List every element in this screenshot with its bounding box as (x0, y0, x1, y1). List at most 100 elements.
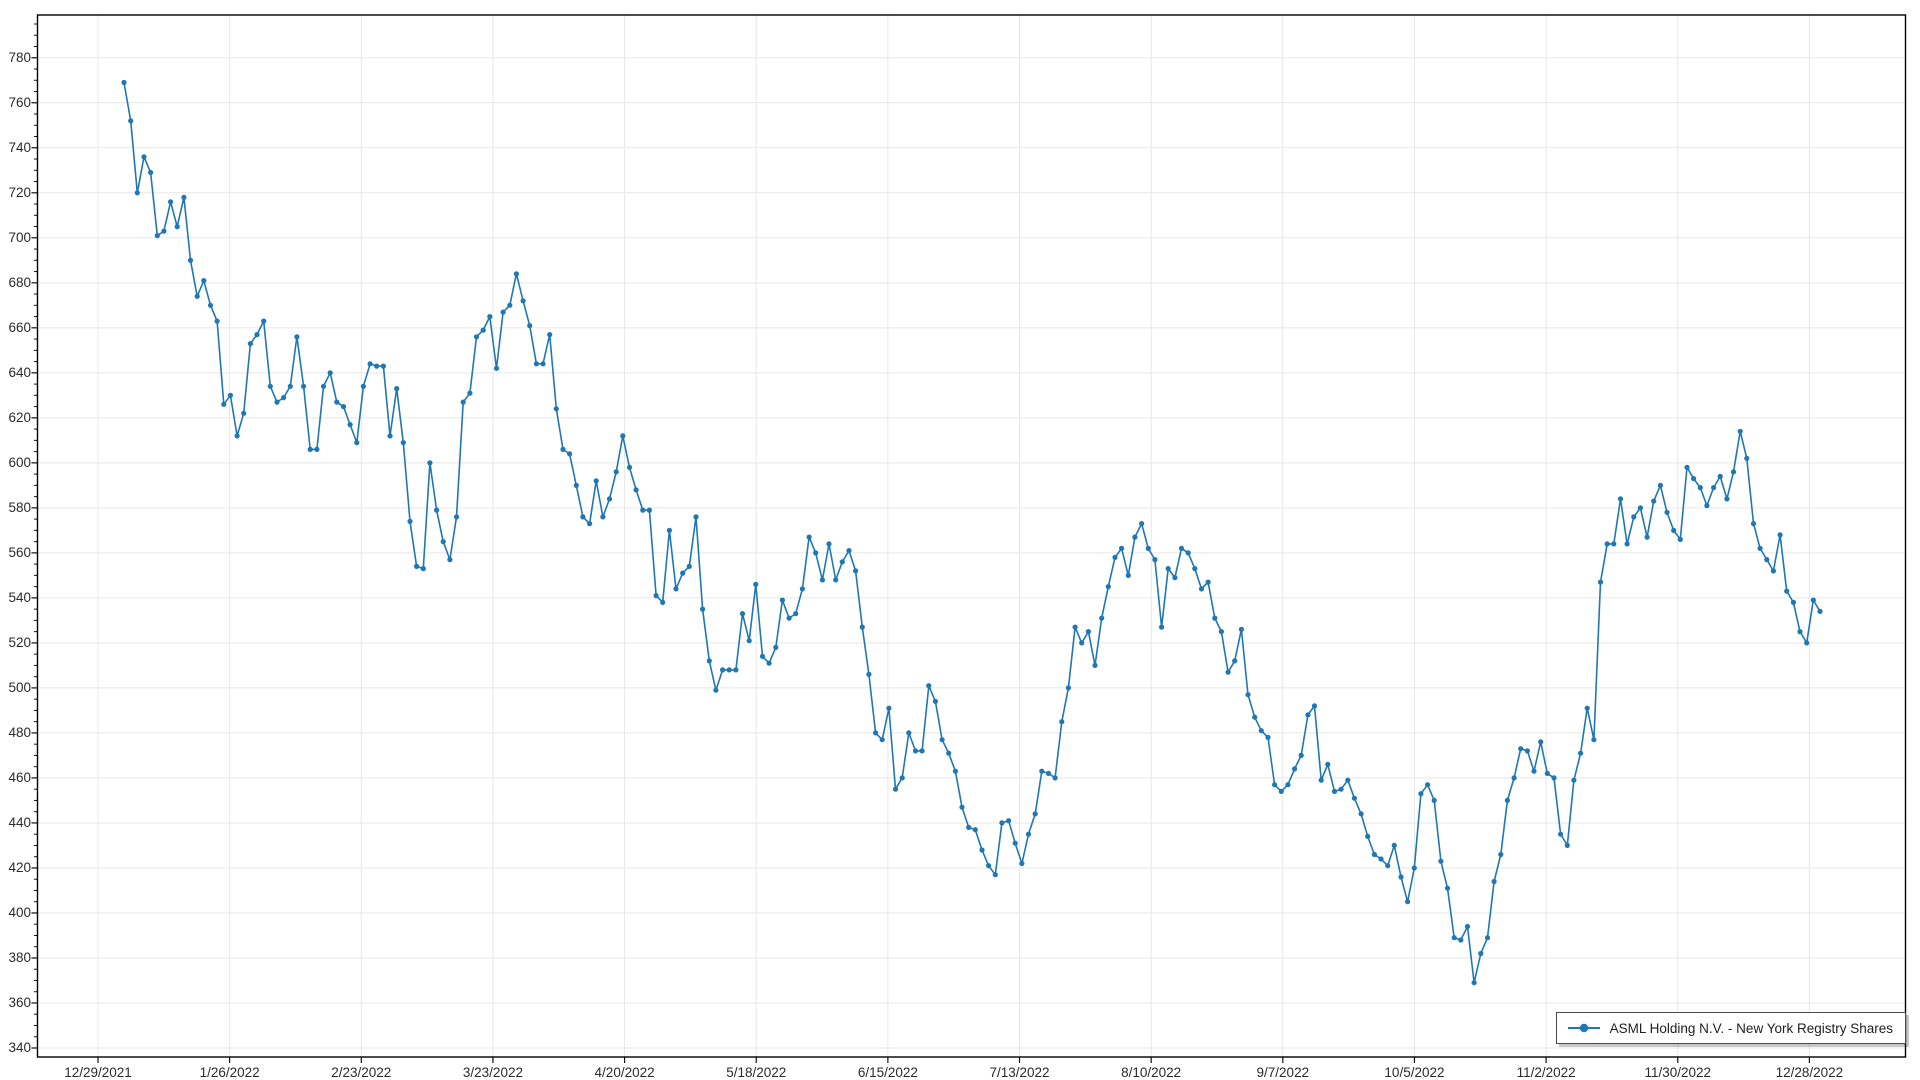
data-point-marker (1099, 615, 1105, 621)
data-point-marker (1804, 640, 1810, 646)
data-point-marker (1325, 761, 1331, 768)
data-point-marker (281, 395, 287, 401)
data-point-marker (1258, 728, 1264, 734)
data-point-marker (427, 460, 433, 466)
data-point-marker (500, 309, 506, 315)
y-tick-label: 760 (8, 94, 31, 110)
data-point-marker (194, 293, 200, 299)
data-point-marker (706, 658, 712, 664)
data-point-marker (912, 748, 919, 754)
data-point-marker (600, 514, 606, 520)
data-point-marker (1405, 899, 1411, 905)
data-point-marker (1292, 766, 1298, 772)
data-point-marker (467, 390, 473, 396)
data-point-marker (1278, 788, 1284, 795)
data-point-marker (866, 671, 872, 678)
data-point-marker (779, 597, 786, 603)
data-point-marker (1711, 485, 1717, 491)
data-point-marker (1737, 428, 1743, 434)
data-point-marker (620, 433, 626, 439)
data-point-marker (447, 557, 453, 563)
data-point-marker (314, 446, 320, 452)
data-point-marker (161, 228, 167, 234)
data-point-marker (906, 730, 912, 736)
data-point-marker (1165, 566, 1171, 572)
data-point-marker (1178, 545, 1185, 552)
data-point-marker (1777, 532, 1783, 538)
data-point-marker (873, 730, 879, 736)
data-point-marker (207, 302, 214, 308)
data-point-marker (128, 118, 134, 124)
y-tick-label: 560 (8, 544, 31, 560)
data-point-marker (1365, 833, 1371, 840)
data-point-marker (1730, 469, 1737, 475)
data-point-marker (154, 233, 160, 239)
data-point-marker (1285, 782, 1291, 788)
data-point-marker (926, 683, 932, 689)
data-point-marker (946, 750, 952, 756)
data-point-marker (1531, 768, 1537, 774)
data-point-marker (1691, 476, 1697, 482)
y-tick-label: 440 (8, 814, 31, 830)
y-tick-label: 380 (8, 949, 31, 965)
data-point-marker (1797, 629, 1803, 635)
plot-border (36, 14, 1907, 1058)
data-point-marker (1784, 588, 1790, 594)
data-point-marker (1604, 541, 1610, 547)
data-point-marker (1551, 775, 1557, 781)
data-point-marker (254, 332, 260, 338)
data-point-marker (746, 638, 752, 644)
data-point-marker (1072, 624, 1078, 630)
data-point-marker (1238, 626, 1244, 633)
data-point-marker (773, 644, 779, 651)
data-point-marker (1651, 498, 1657, 504)
data-point-marker (1006, 818, 1012, 824)
data-point-marker (1750, 521, 1757, 527)
data-point-marker (327, 370, 333, 376)
data-point-marker (593, 478, 599, 484)
data-point-marker (1119, 545, 1125, 552)
y-tick-label: 540 (8, 589, 31, 605)
data-point-marker (241, 410, 247, 416)
x-tick-label: 12/29/2021 (64, 1065, 132, 1080)
data-point-marker (1757, 545, 1763, 552)
data-point-marker (892, 786, 899, 792)
data-point-marker (1318, 777, 1324, 783)
data-point-marker (400, 440, 406, 446)
x-tick-label: 3/23/2022 (462, 1065, 523, 1080)
data-point-marker (1159, 624, 1165, 630)
y-tick-label: 580 (8, 499, 31, 515)
data-point-marker (1245, 692, 1251, 698)
data-point-marker (1192, 566, 1198, 572)
data-point-marker (287, 383, 293, 389)
data-point-marker (673, 586, 679, 592)
data-point-marker (713, 687, 719, 693)
data-point-marker (307, 446, 313, 452)
data-point-marker (1132, 534, 1138, 540)
data-point-marker (1065, 685, 1071, 691)
data-point-marker (733, 667, 739, 673)
data-point-marker (753, 581, 759, 588)
data-point-marker (1817, 608, 1823, 615)
data-point-marker (394, 386, 400, 392)
data-point-marker (1139, 521, 1145, 527)
data-point-marker (513, 271, 520, 277)
data-point-marker (1305, 712, 1311, 718)
data-point-marker (959, 804, 965, 810)
data-point-marker (1697, 485, 1703, 491)
data-point-marker (234, 433, 240, 439)
data-point-marker (387, 433, 393, 439)
data-point-marker (720, 667, 726, 673)
data-point-marker (567, 451, 573, 457)
data-point-marker (1717, 473, 1723, 479)
x-tick-label: 5/18/2022 (726, 1065, 787, 1080)
data-point-marker (1218, 629, 1224, 635)
x-tick-label: 6/15/2022 (857, 1065, 918, 1080)
data-point-marker (932, 698, 939, 705)
data-point-marker (1338, 786, 1344, 792)
data-point-marker (1617, 496, 1624, 502)
data-point-marker (1345, 777, 1351, 783)
data-point-marker (660, 599, 666, 606)
data-point-marker (247, 341, 253, 347)
